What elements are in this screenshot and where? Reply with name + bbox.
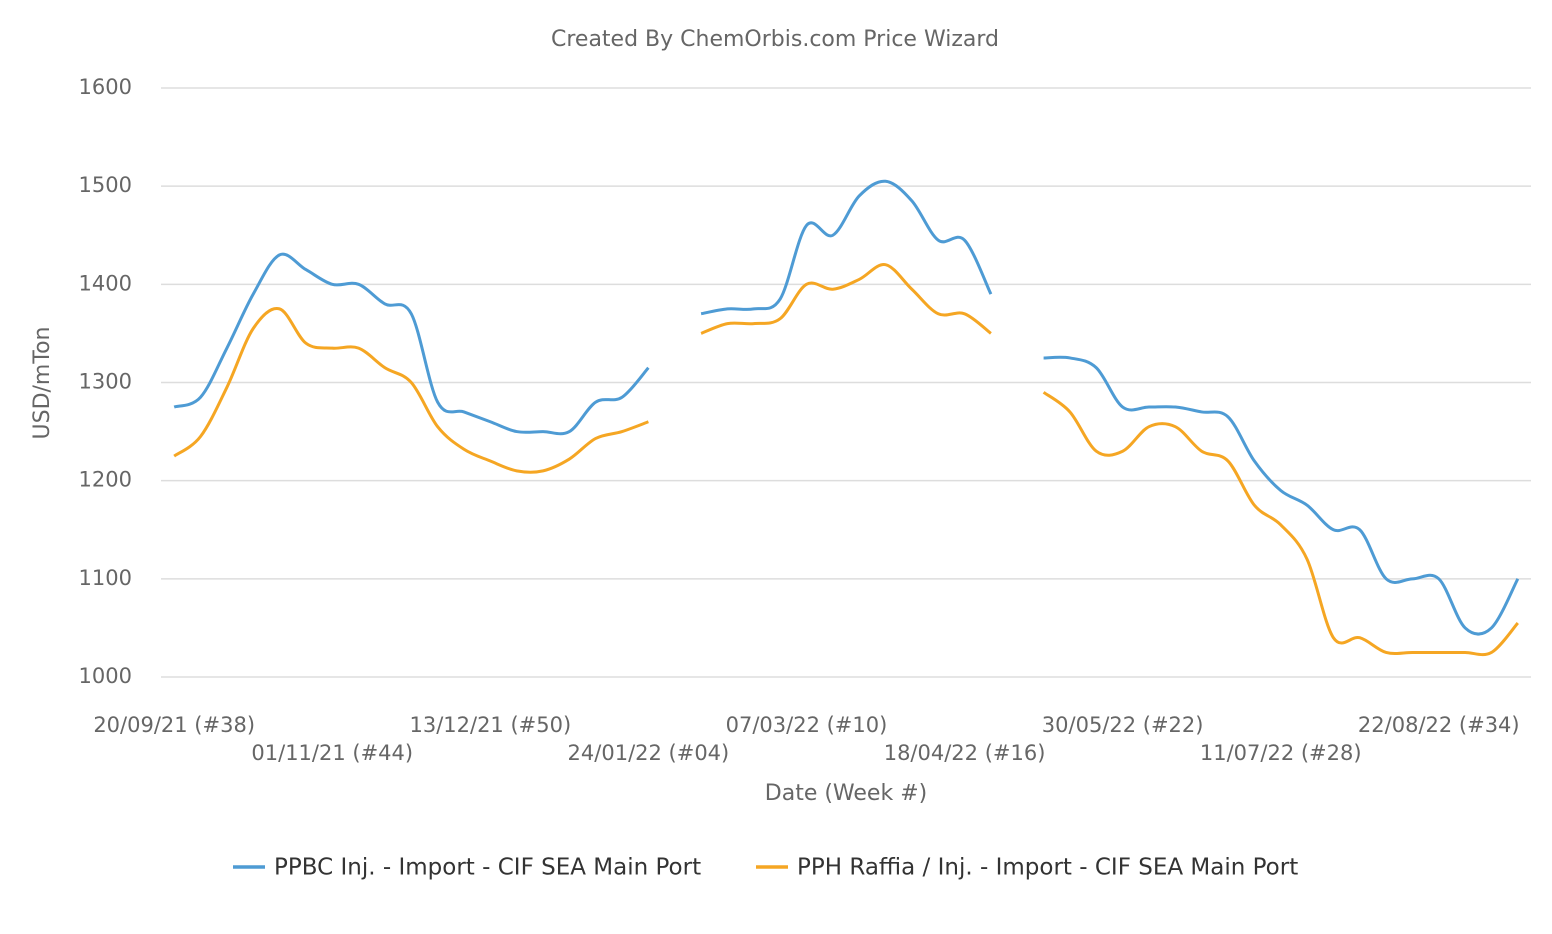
x-tick-label: 18/04/22 (#16) — [884, 741, 1046, 765]
y-tick-label: 1200 — [79, 468, 132, 492]
x-tick-label: 01/11/21 (#44) — [251, 741, 413, 765]
x-tick-label: 07/03/22 (#10) — [726, 713, 888, 737]
x-axis-label: Date (Week #) — [765, 781, 927, 806]
series-line — [173, 252, 650, 436]
x-tick-label: 24/01/22 (#04) — [568, 741, 730, 765]
y-axis-label: USD/mTon — [30, 327, 55, 440]
y-tick-label: 1300 — [79, 370, 132, 394]
chart-title: Created By ChemOrbis.com Price Wizard — [551, 27, 999, 52]
y-tick-label: 1600 — [79, 75, 132, 99]
x-tick-label: 20/09/21 (#38) — [93, 713, 255, 737]
legend-label: PPH Raffia / Inj. - Import - CIF SEA Mai… — [797, 855, 1298, 881]
x-tick-label: 22/08/22 (#34) — [1358, 713, 1520, 737]
series-line — [1042, 391, 1519, 657]
y-tick-label: 1500 — [79, 173, 132, 197]
x-tick-label: 11/07/22 (#28) — [1200, 741, 1362, 765]
y-tick-label: 1000 — [79, 664, 132, 688]
series-line — [700, 179, 993, 316]
series-line — [1043, 355, 1520, 636]
x-tick-label: 30/05/22 (#22) — [1042, 713, 1204, 737]
y-tick-label: 1100 — [79, 566, 132, 590]
series-line — [700, 263, 992, 335]
y-tick-label: 1400 — [79, 271, 132, 295]
legend-label: PPBC Inj. - Import - CIF SEA Main Port — [274, 855, 701, 881]
series-line — [173, 306, 649, 474]
x-tick-label: 13/12/21 (#50) — [409, 713, 571, 737]
